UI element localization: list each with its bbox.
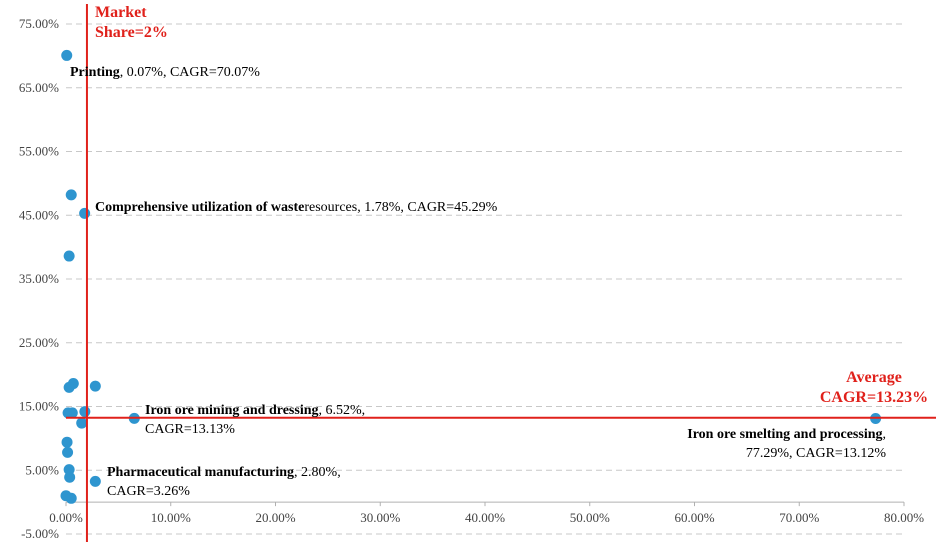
y-tick-label: -5.00% xyxy=(21,526,59,541)
x-tick-label: 50.00% xyxy=(570,510,610,525)
y-tick-label: 55.00% xyxy=(19,144,59,159)
y-tick-label: 75.00% xyxy=(19,16,59,31)
data-point xyxy=(61,49,73,61)
reference-lines: Market Share=2% Average CAGR=13.23% xyxy=(66,4,936,542)
point-annotation: Iron ore mining and dressing, 6.52%, CAGR… xyxy=(145,403,365,437)
data-point xyxy=(65,189,77,201)
x-tick-label: 0.00% xyxy=(49,510,83,525)
data-point xyxy=(79,207,91,219)
point-annotation: Comprehensive utilization of wasteresour… xyxy=(95,200,498,215)
data-point xyxy=(64,471,76,483)
data-point xyxy=(61,436,73,448)
x-tick-label: 10.00% xyxy=(151,510,191,525)
data-point xyxy=(65,492,77,504)
data-point xyxy=(66,407,78,419)
y-tick-label: 35.00% xyxy=(19,271,59,286)
data-point xyxy=(89,475,101,487)
point-annotation: Printing, 0.07%, CAGR=70.07% xyxy=(70,65,260,80)
data-point xyxy=(63,250,75,262)
point-annotation: Pharmaceutical manufacturing, 2.80%, CAGR… xyxy=(107,465,341,499)
data-points xyxy=(60,49,882,504)
x-tick-label: 60.00% xyxy=(674,510,714,525)
x-tick-label: 70.00% xyxy=(779,510,819,525)
average-cagr-label: Average CAGR=13.23% xyxy=(820,369,928,406)
x-tick-label: 20.00% xyxy=(255,510,295,525)
y-tick-label: 25.00% xyxy=(19,335,59,350)
point-annotation: Iron ore smelting and processing, 77.29%,… xyxy=(687,427,886,461)
market-share-label: Market Share=2% xyxy=(95,4,168,41)
x-tick-label: 80.00% xyxy=(884,510,924,525)
data-point xyxy=(89,380,101,392)
point-annotations: Printing, 0.07%, CAGR=70.07% Comprehensiv… xyxy=(70,65,886,499)
data-point xyxy=(76,417,88,429)
x-axis: 0.00% 10.00% 20.00% 30.00% 40.00% 50.00% 60.00… xyxy=(49,501,924,525)
x-tick-label: 40.00% xyxy=(465,510,505,525)
y-tick-label: 15.00% xyxy=(19,399,59,414)
data-point xyxy=(79,406,91,418)
y-tick-label: 45.00% xyxy=(19,207,59,222)
y-axis: -5.00% 5.00% 15.00% 25.00% 35.00% 45.00% 55.00… xyxy=(19,16,59,541)
y-tick-label: 65.00% xyxy=(19,80,59,95)
data-point xyxy=(63,381,75,393)
data-point xyxy=(62,446,74,458)
x-tick-label: 30.00% xyxy=(360,510,400,525)
y-tick-label: 5.00% xyxy=(25,462,59,477)
